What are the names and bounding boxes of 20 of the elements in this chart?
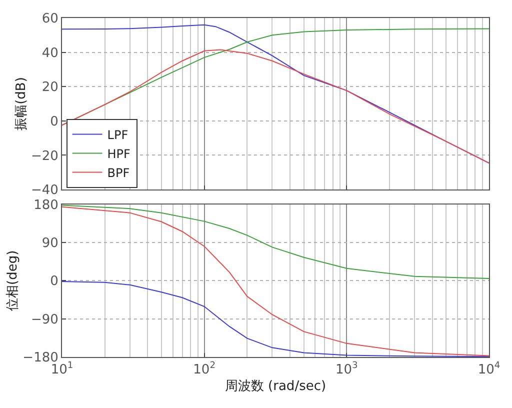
legend-label: LPF xyxy=(107,128,128,142)
y-axis-title: 位相(deg) xyxy=(6,250,21,312)
x-tick-label: 10$^{2}$ xyxy=(193,361,216,378)
legend-label: BPF xyxy=(107,166,130,180)
y-tick-label: −20 xyxy=(30,148,58,164)
y-tick-label: 90 xyxy=(42,236,58,252)
y-tick-label: 180 xyxy=(34,198,58,213)
x-tick-label: 10$^{4}$ xyxy=(478,361,500,378)
y-tick-label: −90 xyxy=(30,312,58,328)
y-tick-label: 0 xyxy=(50,114,58,130)
legend-label: HPF xyxy=(107,146,131,161)
y-axis-title: 振幅(dB) xyxy=(14,77,29,130)
x-axis-title: 周波数 (rad/sec) xyxy=(224,379,326,394)
x-tick-label: 10$^{3}$ xyxy=(336,361,358,378)
y-tick-label: −40 xyxy=(30,183,58,198)
y-tick-label: 0 xyxy=(50,274,58,290)
y-tick-label: 60 xyxy=(42,12,58,27)
x-tick-label: 10$^{1}$ xyxy=(50,361,74,378)
y-tick-label: 40 xyxy=(42,46,58,61)
y-tick-label: 20 xyxy=(42,80,58,96)
